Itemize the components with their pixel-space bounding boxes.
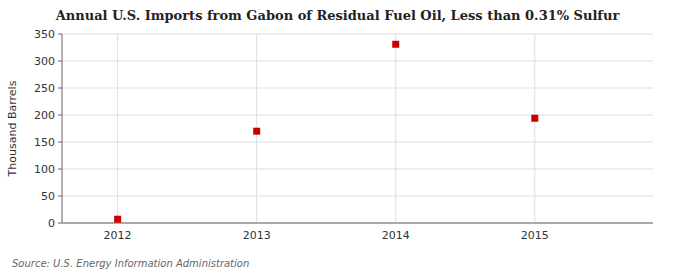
y-tick-label: 100	[34, 163, 55, 176]
y-tick	[58, 169, 62, 170]
point	[531, 115, 538, 122]
chart-container: Annual U.S. Imports from Gabon of Residu…	[0, 0, 675, 275]
chart: Annual U.S. Imports from Gabon of Residu…	[0, 0, 675, 275]
y-tick	[58, 142, 62, 143]
y-grid-line	[62, 169, 653, 170]
y-grid-line	[62, 142, 653, 143]
y-tick	[58, 88, 62, 89]
y-grid-line	[62, 88, 653, 89]
source-note: Source: U.S. Energy Information Administ…	[12, 258, 249, 269]
y-tick	[58, 196, 62, 197]
y-tick	[58, 223, 62, 224]
y-grid-line	[62, 34, 653, 35]
y-tick-label: 350	[34, 28, 55, 41]
x-grid-line	[534, 34, 535, 223]
y-tick-label: 250	[34, 82, 55, 95]
x-tick-label: 2012	[104, 229, 132, 242]
y-grid-line	[62, 223, 653, 224]
grid	[62, 34, 653, 223]
title: Annual U.S. Imports from Gabon of Residu…	[55, 8, 620, 23]
x-axis-line	[62, 223, 653, 224]
y-tick	[58, 34, 62, 35]
y-tick-label: 0	[48, 217, 55, 230]
y-grid-line	[62, 196, 653, 197]
y-grid-line	[62, 61, 653, 62]
y-tick	[58, 61, 62, 62]
y-tick-label: 50	[41, 190, 55, 203]
point	[392, 41, 399, 48]
axes: 0 50 100 150 200 250 300 350 2012 2013 2014 2015	[34, 28, 653, 242]
y-tick-label: 200	[34, 109, 55, 122]
point	[253, 128, 260, 135]
x-grid-line	[395, 34, 396, 223]
y-axis-line	[62, 34, 63, 223]
y-grid-line	[62, 115, 653, 116]
y-tick	[58, 115, 62, 116]
point	[114, 216, 121, 223]
x-tick-label: 2014	[382, 229, 410, 242]
points	[114, 41, 538, 223]
x-grid-line	[117, 34, 118, 223]
y-tick-label: 150	[34, 136, 55, 149]
y-tick-label: 300	[34, 55, 55, 68]
y-axis-label: Thousand Barrels	[6, 80, 19, 177]
x-tick-label: 2013	[243, 229, 271, 242]
x-tick-label: 2015	[521, 229, 549, 242]
